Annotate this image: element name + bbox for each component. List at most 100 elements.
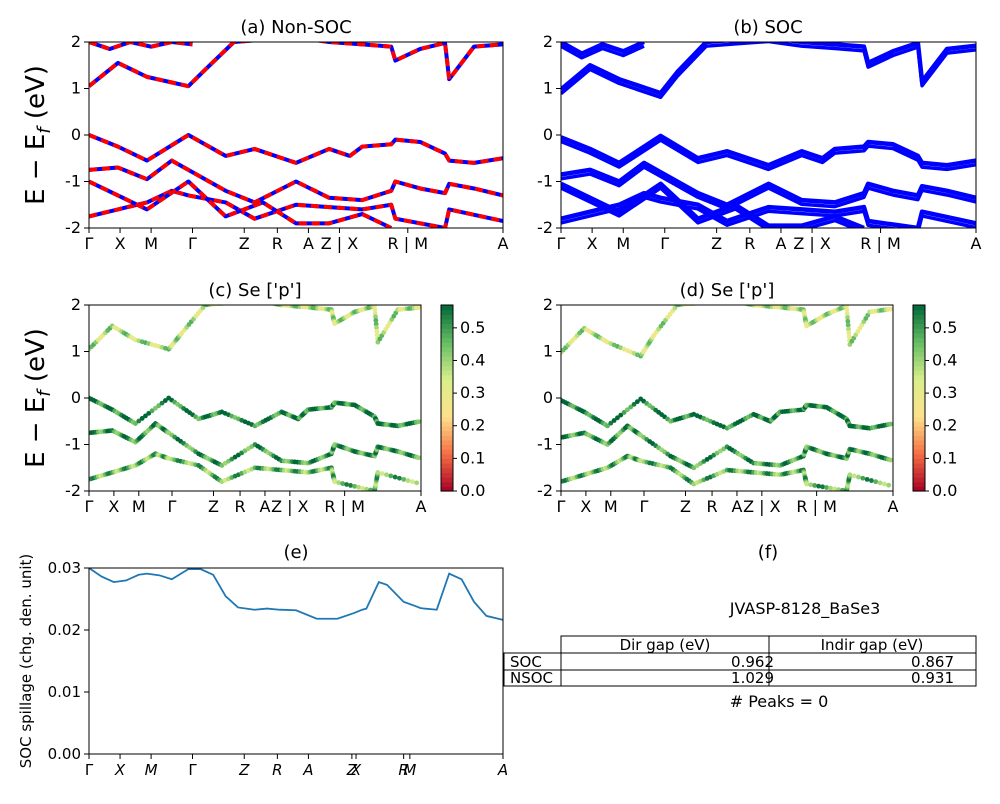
- proj-v1-point: [631, 401, 637, 407]
- panel-a-frame: [88, 41, 504, 229]
- x-tick-label: Z: [238, 761, 250, 779]
- panel-b: (b) SOC -2 -1 0 1 2 Γ X M Γ Z R A Z | X R | M A: [537, 17, 981, 253]
- y-tick-label: 2: [71, 32, 81, 51]
- colorbar-band: [441, 356, 453, 362]
- colorbar-band: [913, 472, 925, 478]
- colorbar-band: [913, 486, 925, 492]
- proj-c1-point: [373, 314, 378, 320]
- proj-v3-point: [828, 485, 833, 491]
- proj-dots: [561, 305, 893, 491]
- proj-v2-point: [888, 457, 893, 463]
- colorbar-band: [441, 458, 453, 464]
- colorbar-tick-label: 0.3: [460, 383, 485, 402]
- proj-v3-point: [409, 479, 415, 485]
- proj-v1-point: [625, 407, 630, 413]
- gap-table-cell: 0.931: [911, 669, 954, 687]
- y-tick-label: 0: [543, 125, 553, 144]
- proj-v1-point: [605, 423, 610, 429]
- y-tick-label: 0.03: [48, 559, 81, 577]
- y-tick-label: 0: [543, 388, 553, 407]
- proj-v3-point: [836, 487, 841, 491]
- proj-v3-point: [877, 480, 883, 486]
- proj-v3-point: [332, 479, 338, 485]
- proj-v3-point: [886, 482, 892, 488]
- x-tick-label: X: [114, 761, 126, 779]
- colorbar-band: [441, 481, 453, 487]
- colorbar-band: [913, 351, 925, 357]
- x-tick-label: Z | X: [271, 497, 309, 516]
- colorbar-band: [441, 388, 453, 394]
- y-tick-label: 1: [543, 79, 553, 98]
- colorbar-band: [913, 337, 925, 343]
- colorbar-band: [913, 346, 925, 353]
- proj-v3-point: [336, 480, 342, 486]
- colorbar-band: [441, 472, 453, 478]
- band-v3-dash: [89, 188, 503, 228]
- proj-v1-point: [608, 420, 614, 426]
- y-tick-label: 0: [71, 125, 81, 144]
- colorbar-band: [913, 314, 925, 320]
- panel-f: (f) JVASP-8128_BaSe3 Dir gap (eV) Indir …: [503, 542, 977, 711]
- proj-c1-point: [372, 307, 378, 312]
- proj-c1-point: [374, 328, 380, 334]
- panel-d-title: (d) Se ['p']: [680, 280, 775, 301]
- colorbar-band: [441, 439, 453, 446]
- proj-v1-point: [139, 416, 145, 421]
- x-tick-label: Γ: [557, 497, 566, 516]
- colorbar-band: [441, 379, 453, 385]
- proj-v3-point: [360, 485, 365, 491]
- colorbar-band: [441, 374, 453, 380]
- colorbar-band: [441, 463, 453, 469]
- colorbar-band: [913, 388, 925, 394]
- colorbar-band: [913, 463, 925, 469]
- proj-c1-point: [844, 311, 850, 317]
- y-tick-label: -2: [65, 481, 81, 500]
- x-tick-label: A: [971, 234, 982, 253]
- x-tick-label: A: [259, 497, 270, 516]
- colorbar-band: [913, 444, 925, 450]
- band-v1-dash: [89, 133, 503, 165]
- gap-table-header-indir: Indir gap (eV): [821, 636, 924, 654]
- y-tick-label: 0: [71, 388, 81, 407]
- colorbar-band: [441, 393, 453, 399]
- colorbar-tick-label: 0.5: [460, 318, 485, 337]
- proj-c1-point: [846, 330, 852, 336]
- colorbar-band: [441, 453, 453, 460]
- proj-c1-point: [846, 334, 852, 340]
- x-tick-label: Γ: [640, 497, 649, 516]
- proj-v1-point: [611, 418, 617, 423]
- colorbar-band: [913, 481, 925, 487]
- x-tick-label: M: [616, 234, 630, 253]
- proj-v3-point: [881, 481, 887, 487]
- y-tick-label: 0.01: [48, 683, 81, 701]
- colorbar-band: [441, 309, 453, 315]
- colorbar-tick-label: 0.5: [932, 318, 957, 337]
- panel-f-title: (f): [758, 542, 778, 563]
- proj-v3-point: [864, 476, 870, 482]
- proj-dots: [89, 305, 421, 491]
- colorbar-band: [913, 402, 925, 408]
- proj-v3-point: [808, 482, 814, 488]
- x-tick-label: A: [731, 497, 742, 516]
- proj-c1-point: [844, 305, 849, 309]
- proj-v3-point: [379, 471, 385, 476]
- colorbar-band: [441, 402, 453, 408]
- x-tick-label: R: [744, 234, 755, 253]
- colorbar-band: [913, 342, 925, 348]
- colorbar-band: [913, 435, 925, 441]
- proj-v3-point: [414, 480, 420, 486]
- proj-v3-point: [816, 483, 822, 489]
- colorbar-band: [441, 430, 453, 436]
- proj-v1-point: [146, 410, 152, 416]
- panel-e-plot: 0.000.010.020.03Γ X M Γ Z R A ZX RM A: [48, 559, 509, 779]
- proj-v3-point: [340, 481, 346, 486]
- x-tick-label: Γ: [660, 234, 669, 253]
- colorbar-band: [441, 318, 453, 325]
- proj-c1-point: [846, 326, 851, 332]
- proj-c1-point: [845, 315, 850, 320]
- x-tick-label: X: [580, 497, 591, 516]
- colorbar-band: [441, 370, 453, 376]
